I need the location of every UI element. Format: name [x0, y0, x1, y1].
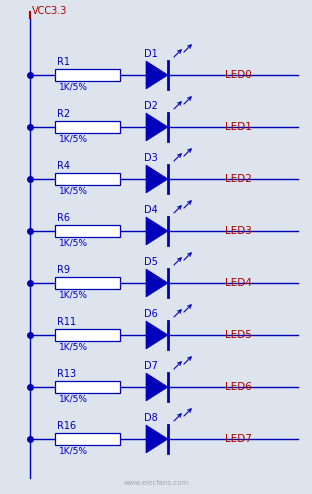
Polygon shape: [146, 373, 168, 401]
Polygon shape: [146, 61, 168, 89]
Text: LED2: LED2: [225, 174, 252, 184]
Text: D5: D5: [144, 257, 158, 267]
Text: 1K/5%: 1K/5%: [59, 238, 88, 247]
Text: R11: R11: [57, 317, 76, 327]
Text: LED5: LED5: [225, 330, 252, 340]
Polygon shape: [146, 269, 168, 297]
Text: D6: D6: [144, 309, 158, 319]
Bar: [55, 121, 120, 133]
Text: 1K/5%: 1K/5%: [59, 290, 88, 299]
Text: 1K/5%: 1K/5%: [59, 82, 88, 91]
Polygon shape: [146, 321, 168, 349]
Bar: [55, 173, 120, 185]
Text: D1: D1: [144, 49, 158, 59]
Text: LED7: LED7: [225, 434, 252, 444]
Polygon shape: [146, 425, 168, 453]
Bar: [55, 277, 120, 289]
Polygon shape: [146, 113, 168, 141]
Polygon shape: [146, 217, 168, 245]
Text: 1K/5%: 1K/5%: [59, 134, 88, 143]
Text: R13: R13: [57, 369, 76, 379]
Text: D3: D3: [144, 153, 158, 163]
Text: LED4: LED4: [225, 278, 252, 288]
Bar: [55, 225, 120, 237]
Bar: [55, 381, 120, 393]
Text: R1: R1: [57, 57, 70, 67]
Text: LED1: LED1: [225, 122, 252, 132]
Text: LED6: LED6: [225, 382, 252, 392]
Text: LED3: LED3: [225, 226, 252, 236]
Bar: [55, 329, 120, 341]
Text: R9: R9: [57, 265, 70, 275]
Text: D8: D8: [144, 413, 158, 423]
Bar: [55, 433, 120, 445]
Text: D4: D4: [144, 205, 158, 215]
Text: 1K/5%: 1K/5%: [59, 446, 88, 455]
Text: R2: R2: [57, 109, 70, 119]
Text: R4: R4: [57, 161, 70, 171]
Text: R6: R6: [57, 213, 70, 223]
Text: 1K/5%: 1K/5%: [59, 342, 88, 351]
Text: www.elecfans.com: www.elecfans.com: [123, 480, 189, 486]
Text: D2: D2: [144, 101, 158, 111]
Text: D7: D7: [144, 361, 158, 371]
Text: 1K/5%: 1K/5%: [59, 394, 88, 403]
Text: VCC3.3: VCC3.3: [32, 6, 67, 16]
Text: R16: R16: [57, 421, 76, 431]
Bar: [55, 69, 120, 81]
Polygon shape: [146, 165, 168, 193]
Text: LED0: LED0: [225, 70, 252, 80]
Text: 1K/5%: 1K/5%: [59, 186, 88, 195]
